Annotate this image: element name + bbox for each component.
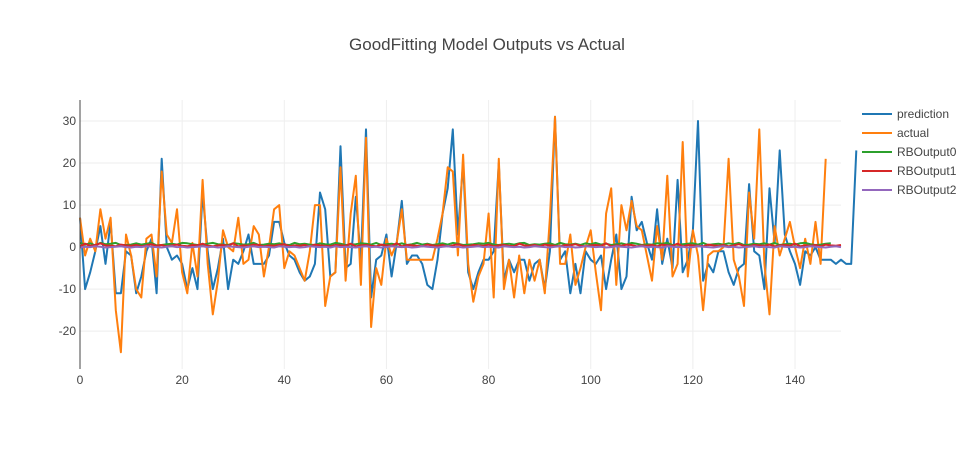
- x-tick-label: 0: [77, 373, 84, 387]
- series-line-actual: [79, 115, 827, 354]
- legend-item-actual[interactable]: actual: [862, 126, 929, 140]
- x-tick-label: 60: [380, 373, 394, 387]
- y-tick-label: 0: [69, 240, 76, 254]
- legend-label: RBOutput2: [897, 183, 957, 197]
- legend-item-rboutput2[interactable]: RBOutput2: [862, 183, 957, 197]
- y-tick-label: -20: [59, 324, 77, 338]
- gridlines: [80, 100, 841, 369]
- y-tick-label: 10: [63, 198, 77, 212]
- y-tick-label: -10: [59, 282, 77, 296]
- legend-item-rboutput0[interactable]: RBOutput0: [862, 145, 957, 159]
- x-tick-label: 100: [581, 373, 601, 387]
- y-tick-label: 30: [63, 114, 77, 128]
- legend-label: prediction: [897, 107, 949, 121]
- x-tick-label: 40: [278, 373, 292, 387]
- legend-item-prediction[interactable]: prediction: [862, 107, 949, 121]
- x-tick-label: 20: [175, 373, 189, 387]
- legend-label: RBOutput1: [897, 164, 957, 178]
- x-tick-label: 140: [785, 373, 805, 387]
- x-tick-label: 80: [482, 373, 496, 387]
- series-line-prediction: [79, 115, 858, 299]
- series-line-rboutput1: [79, 242, 842, 248]
- x-tick-label: 120: [683, 373, 703, 387]
- legend-label: actual: [897, 126, 929, 140]
- series-line-rboutput2: [79, 245, 842, 249]
- y-tick-label: 20: [63, 156, 77, 170]
- series-lines: [79, 115, 858, 354]
- chart-title: GoodFitting Model Outputs vs Actual: [349, 35, 625, 54]
- legend-item-rboutput1[interactable]: RBOutput1: [862, 164, 957, 178]
- legend[interactable]: prediction actual RBOutput0 RBOutput1 RBOutp…: [862, 107, 957, 197]
- axes: -20 -10 0 10 20 30 0 20 40 60 80 100 120 140: [59, 100, 805, 387]
- legend-label: RBOutput0: [897, 145, 957, 159]
